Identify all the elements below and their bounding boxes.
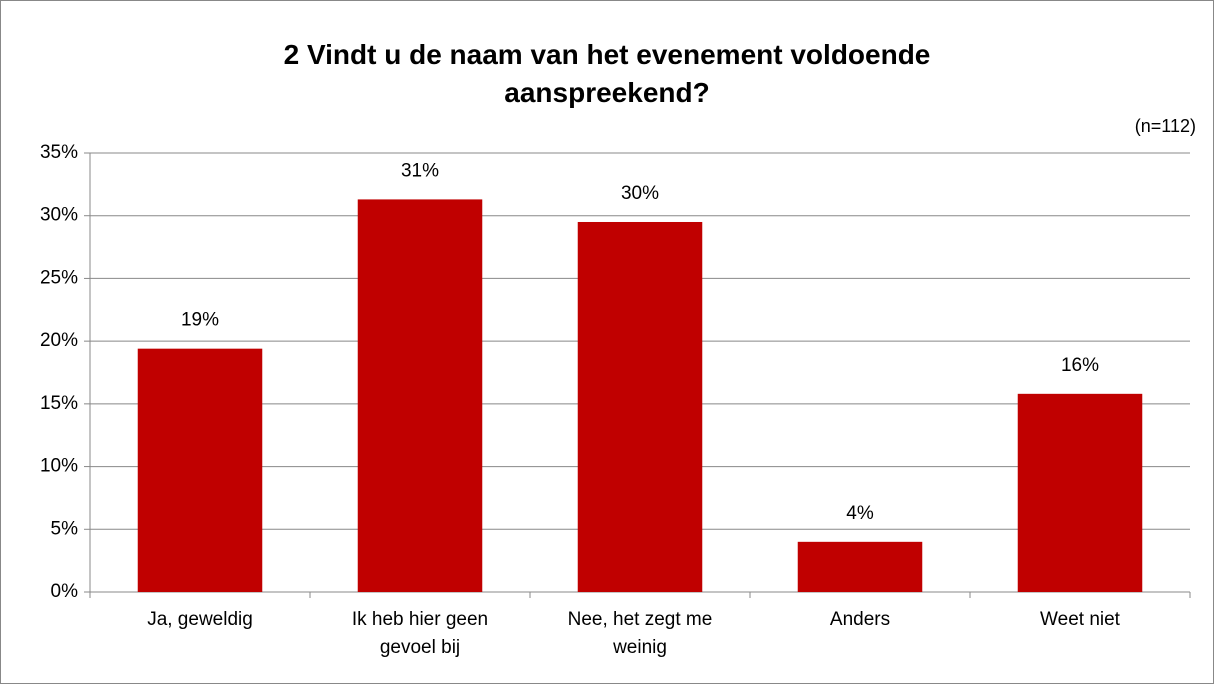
x-tick-label: Ja, geweldig (147, 609, 253, 630)
bar (577, 221, 703, 592)
y-tick-label: 30% (40, 205, 78, 226)
annotation: (n=112) (1134, 116, 1196, 136)
y-tick-label: 10% (40, 456, 78, 477)
data-label: 4% (846, 503, 874, 524)
y-tick-label: 0% (51, 581, 79, 602)
y-tick-label: 25% (40, 267, 78, 288)
bar (137, 348, 263, 592)
y-tick-label: 35% (40, 142, 78, 163)
y-tick-label: 5% (51, 518, 79, 539)
y-tick-label: 20% (40, 330, 78, 351)
bar (797, 541, 923, 592)
x-tick-label: Weet niet (1040, 609, 1120, 630)
data-label: 19% (181, 310, 219, 331)
data-label: 30% (621, 183, 659, 204)
bar (357, 199, 483, 592)
x-tick-label: Ik heb hier geen gevoel bij (351, 609, 489, 658)
x-tick-label: Anders (829, 609, 891, 630)
x-tick-label: Nee, het zegt me weinig (567, 609, 713, 658)
chart-title: 2 Vindt u de naam van het evenement vold… (283, 39, 931, 108)
bar (1017, 393, 1143, 592)
data-label: 16% (1061, 355, 1099, 376)
data-label: 31% (401, 160, 439, 181)
y-tick-label: 15% (40, 393, 78, 414)
